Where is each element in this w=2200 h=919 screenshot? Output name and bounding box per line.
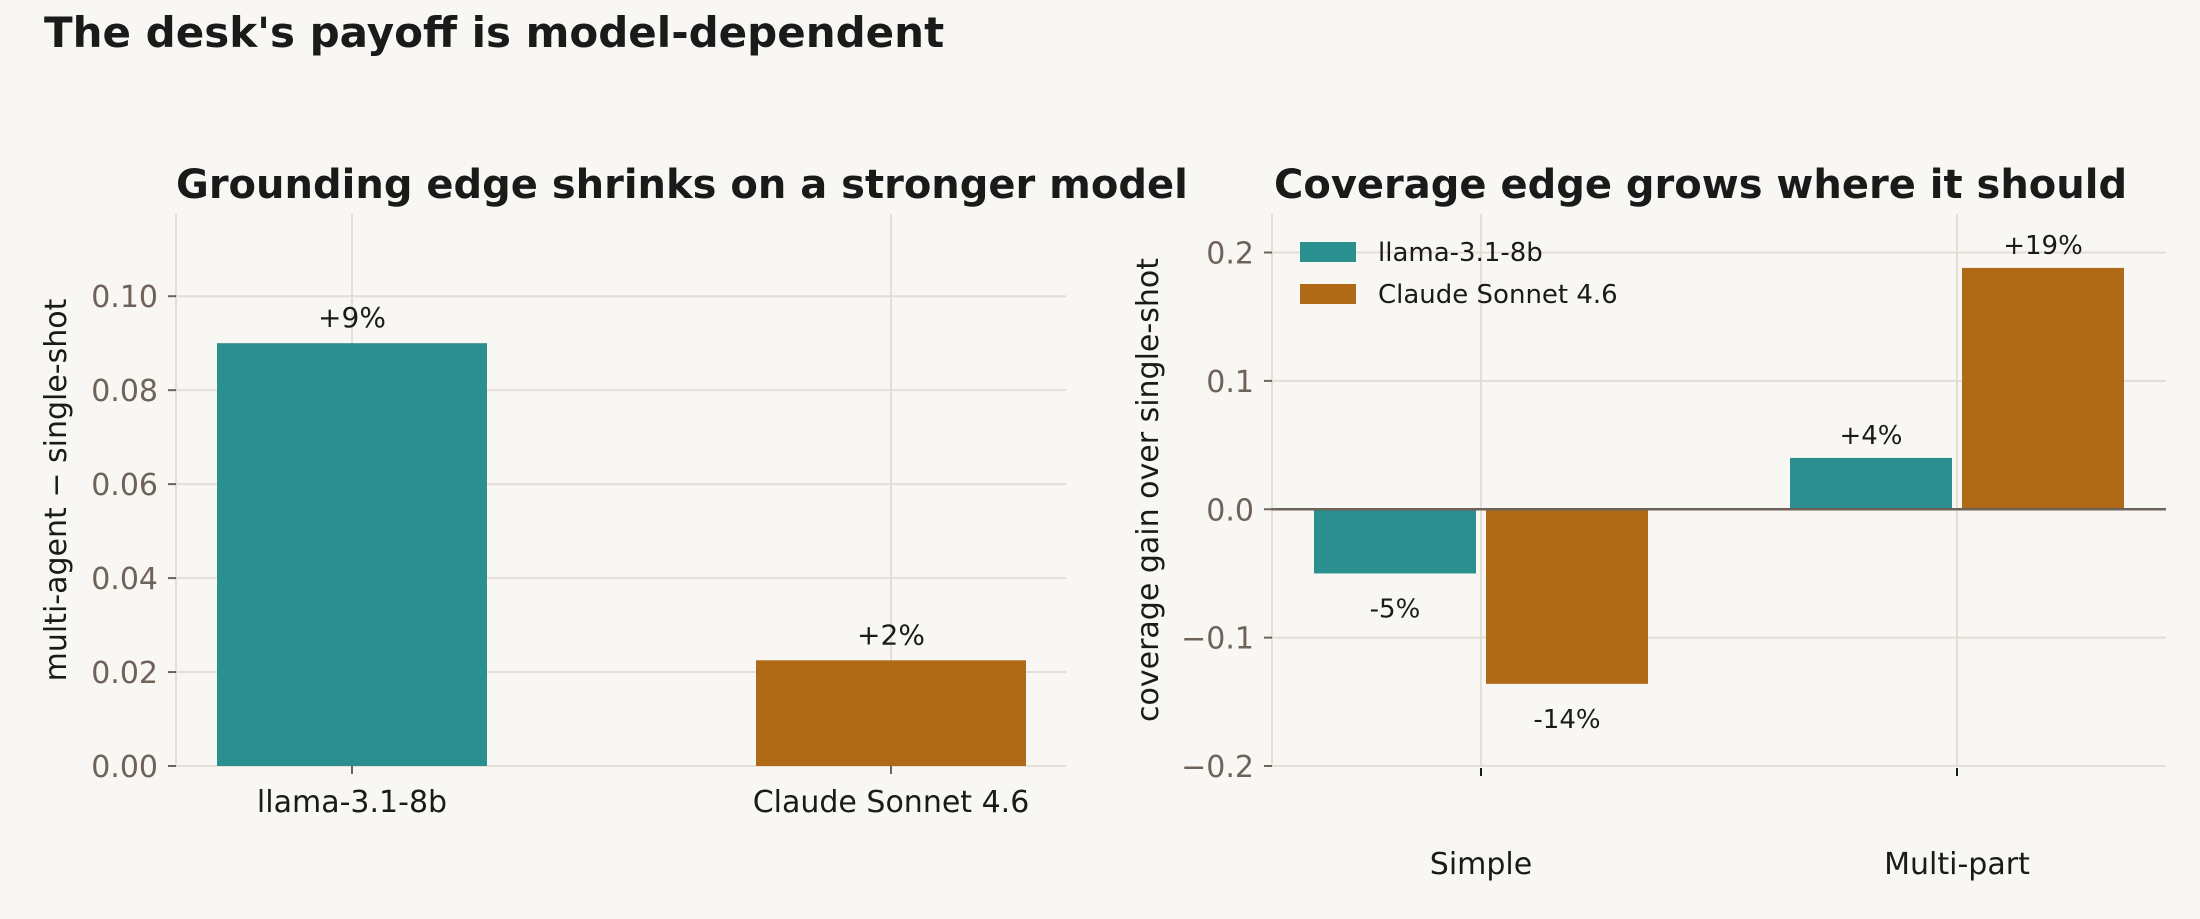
left-y-tick-label: 0.08 xyxy=(91,374,158,409)
left-y-tick-label: 0.06 xyxy=(91,468,158,503)
right-x-tick-label: Multi-part xyxy=(1884,847,2030,882)
left-chart-title: Grounding edge shrinks on a stronger mod… xyxy=(176,162,1188,208)
right-bar-0-0 xyxy=(1314,509,1476,574)
right-bar-0-1 xyxy=(1790,457,1952,510)
right-x-tick-label: Simple xyxy=(1430,847,1532,882)
right-y-tick-label: −0.2 xyxy=(1181,750,1254,785)
right-data-label: -5% xyxy=(1370,594,1421,624)
left-x-tick-label: llama-3.1-8b xyxy=(257,785,447,820)
left-bar-0 xyxy=(217,343,487,766)
left-y-tick-label: 0.10 xyxy=(91,280,158,315)
legend-label: llama-3.1-8b xyxy=(1378,238,1543,268)
left-y-tick-label: 0.04 xyxy=(91,562,158,597)
legend-swatch-1 xyxy=(1300,284,1356,304)
page-title: The desk's payoff is model-dependent xyxy=(44,8,945,57)
right-y-tick-label: 0.0 xyxy=(1206,493,1254,528)
left-bar-1 xyxy=(756,660,1026,766)
left-y-axis-label: multi-agent − single-shot xyxy=(39,298,74,681)
left-y-tick-label: 0.00 xyxy=(91,750,158,785)
right-bar-1-0 xyxy=(1486,509,1648,684)
right-chart-title: Coverage edge grows where it should xyxy=(1274,162,2127,208)
right-bar-1-1 xyxy=(1962,267,2124,510)
right-y-tick-label: 0.2 xyxy=(1206,237,1254,272)
right-data-label: -14% xyxy=(1533,705,1600,735)
left-y-tick-label: 0.02 xyxy=(91,656,158,691)
legend-swatch-0 xyxy=(1300,242,1356,262)
right-data-label: +19% xyxy=(2003,231,2083,261)
left-data-label: +2% xyxy=(857,618,925,651)
legend-label: Claude Sonnet 4.6 xyxy=(1378,280,1618,310)
right-data-label: +4% xyxy=(1839,421,1902,451)
right-y-axis-label: coverage gain over single-shot xyxy=(1131,258,1166,722)
right-y-tick-label: 0.1 xyxy=(1206,365,1254,400)
left-x-tick-label: Claude Sonnet 4.6 xyxy=(753,785,1030,820)
left-data-label: +9% xyxy=(318,301,386,334)
right-y-tick-label: −0.1 xyxy=(1181,622,1254,657)
